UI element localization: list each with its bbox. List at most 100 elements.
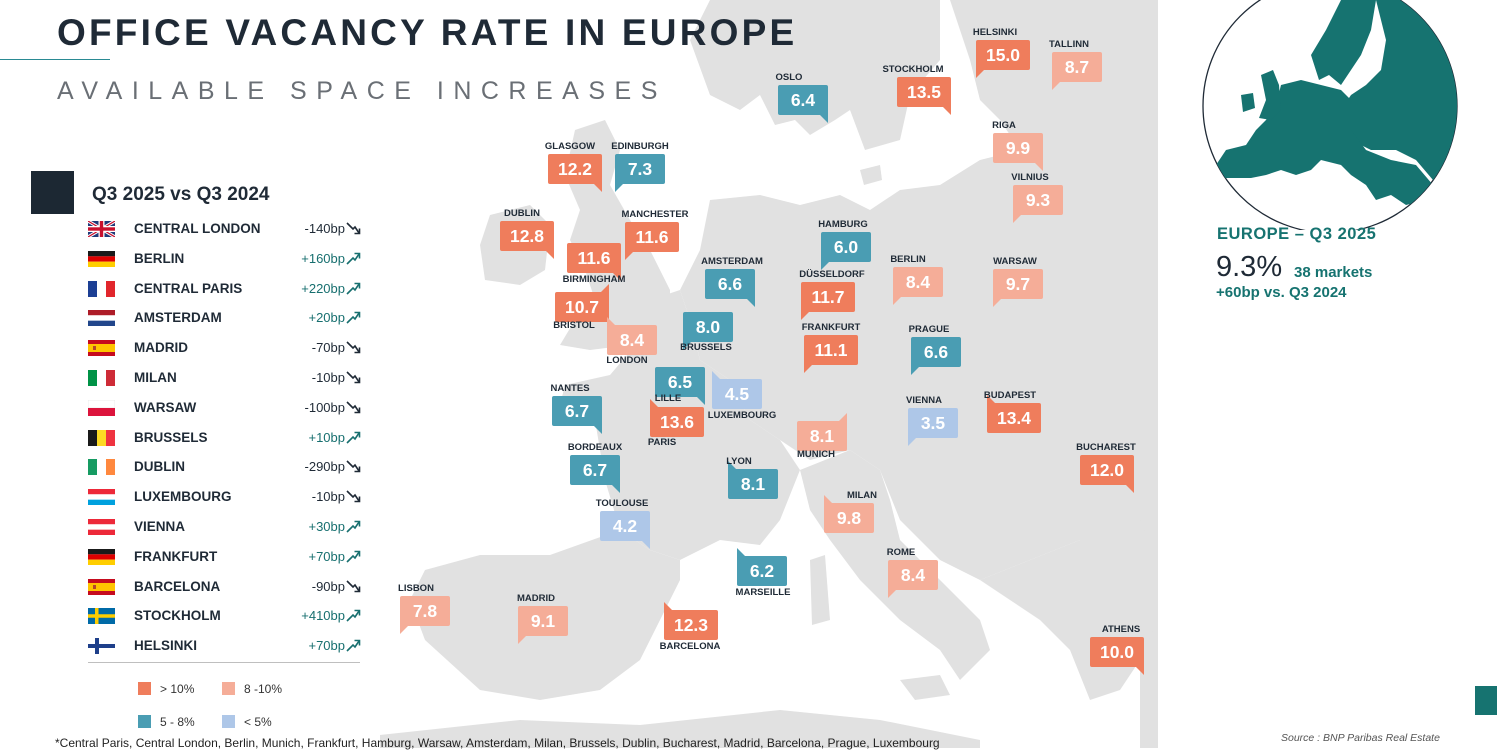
city-marker: 8.4 BERLIN bbox=[890, 254, 943, 305]
marker-box bbox=[500, 221, 554, 251]
marker-city-label: DÜSSELDORF bbox=[799, 269, 865, 280]
flag-icon bbox=[88, 608, 115, 625]
city-name: VIENNA bbox=[134, 518, 186, 534]
city-marker: 10.7 BRISTOL bbox=[553, 284, 609, 331]
city-marker: 6.0 HAMBURG bbox=[818, 219, 871, 270]
city-name: MADRID bbox=[134, 340, 188, 356]
city-name: DUBLIN bbox=[134, 459, 185, 475]
marker-pointer bbox=[695, 395, 705, 405]
marker-value: 6.7 bbox=[565, 401, 589, 421]
marker-pointer bbox=[1134, 665, 1144, 675]
marker-pointer bbox=[1124, 483, 1134, 493]
marker-city-label: AMSTERDAM bbox=[701, 256, 763, 267]
marker-city-label: MILAN bbox=[847, 490, 877, 501]
city-marker: 11.6 BIRMINGHAM bbox=[563, 243, 625, 285]
europe-summary-label: EUROPE – Q3 2025 bbox=[1217, 225, 1377, 243]
city-change: +70bp bbox=[308, 548, 345, 564]
marker-city-label: RIGA bbox=[992, 120, 1016, 131]
marker-pointer bbox=[592, 424, 602, 434]
marker-pointer bbox=[1033, 161, 1043, 171]
marker-value: 9.9 bbox=[1006, 138, 1031, 158]
city-name: BRUSSELS bbox=[134, 429, 208, 445]
marker-box bbox=[664, 610, 718, 640]
marker-pointer bbox=[615, 182, 625, 192]
marker-city-label: MUNICH bbox=[797, 449, 835, 460]
marker-box bbox=[737, 556, 787, 586]
marker-city-label: OSLO bbox=[776, 72, 803, 83]
marker-city-label: MADRID bbox=[517, 593, 555, 604]
flag-icon bbox=[88, 548, 115, 565]
marker-value: 7.8 bbox=[413, 601, 438, 621]
swatch-under-5 bbox=[222, 715, 235, 728]
marker-box bbox=[705, 269, 755, 299]
city-row: MILAN -10bp bbox=[88, 364, 363, 394]
city-marker: 8.7 TALLINN bbox=[1049, 39, 1102, 90]
marker-box bbox=[1090, 637, 1144, 667]
list-divider bbox=[88, 662, 360, 663]
marker-box bbox=[911, 337, 961, 367]
marker-box bbox=[778, 85, 828, 115]
marker-pointer bbox=[911, 365, 921, 375]
flag-icon bbox=[88, 369, 115, 386]
marker-pointer bbox=[993, 297, 1003, 307]
city-row: VIENNA +30bp bbox=[88, 513, 363, 543]
city-marker: 12.2 GLASGOW bbox=[545, 141, 602, 192]
marker-city-label: ROME bbox=[887, 547, 916, 558]
marker-value: 6.2 bbox=[750, 561, 775, 581]
marker-pointer bbox=[824, 495, 834, 505]
marker-box bbox=[552, 396, 602, 426]
city-marker: 13.4 BUDAPEST bbox=[984, 390, 1041, 433]
city-marker: 4.2 TOULOUSE bbox=[596, 498, 650, 549]
marker-value: 6.5 bbox=[668, 372, 693, 392]
flag-icon bbox=[88, 250, 115, 267]
marker-pointer bbox=[611, 271, 621, 281]
marker-value: 13.4 bbox=[997, 408, 1031, 428]
marker-pointer bbox=[821, 260, 831, 270]
marker-city-label: TALLINN bbox=[1049, 39, 1089, 50]
city-row: FRANKFURT +70bp bbox=[88, 543, 363, 573]
title-underline bbox=[0, 59, 110, 60]
city-name: CENTRAL LONDON bbox=[134, 221, 261, 236]
marker-value: 8.4 bbox=[901, 565, 926, 585]
city-name: BARCELONA bbox=[134, 578, 221, 594]
city-change: +70bp bbox=[308, 638, 345, 654]
marker-pointer bbox=[745, 297, 755, 307]
marker-value: 11.6 bbox=[577, 248, 610, 268]
marker-value: 6.6 bbox=[718, 274, 743, 294]
city-change: -100bp bbox=[304, 399, 345, 415]
city-change: -290bp bbox=[304, 459, 345, 475]
city-change: -10bp bbox=[311, 489, 345, 505]
flag-icon bbox=[88, 429, 115, 446]
marker-pointer bbox=[592, 182, 602, 192]
city-marker: 6.7 BORDEAUX bbox=[568, 442, 623, 493]
city-row: BERLIN +160bp bbox=[88, 245, 363, 275]
marker-box bbox=[518, 606, 568, 636]
flag-icon bbox=[88, 459, 115, 476]
city-marker: 6.2 MARSEILLE bbox=[736, 548, 790, 598]
city-marker: 7.8 LISBON bbox=[398, 583, 450, 634]
marker-city-label: BARCELONA bbox=[660, 641, 721, 652]
marker-pointer bbox=[683, 340, 693, 350]
marker-city-label: BUDAPEST bbox=[984, 390, 1036, 401]
marker-city-label: HELSINKI bbox=[973, 27, 1017, 38]
marker-box bbox=[1080, 455, 1134, 485]
marker-city-label: NANTES bbox=[550, 383, 589, 394]
key-8-10: 8 -10% bbox=[222, 682, 282, 696]
marker-value: 12.0 bbox=[1090, 460, 1124, 480]
city-marker: 9.8 MILAN bbox=[824, 490, 877, 533]
marker-value: 8.7 bbox=[1065, 57, 1089, 77]
marker-city-label: PRAGUE bbox=[909, 324, 950, 335]
marker-city-label: TOULOUSE bbox=[596, 498, 649, 509]
marker-city-label: HAMBURG bbox=[818, 219, 868, 230]
marker-value: 12.8 bbox=[510, 226, 544, 246]
marker-pointer bbox=[640, 539, 650, 549]
city-row: CENTRAL LONDON -140bp bbox=[88, 215, 363, 245]
marker-box bbox=[804, 335, 858, 365]
marker-box bbox=[625, 222, 679, 252]
marker-value: 6.0 bbox=[834, 237, 859, 257]
corner-accent-square bbox=[1475, 686, 1497, 715]
marker-city-label: BUCHAREST bbox=[1076, 442, 1136, 453]
marker-value: 13.6 bbox=[660, 412, 694, 432]
city-change: -90bp bbox=[311, 578, 345, 594]
city-row: HELSINKI +70bp bbox=[88, 632, 363, 662]
